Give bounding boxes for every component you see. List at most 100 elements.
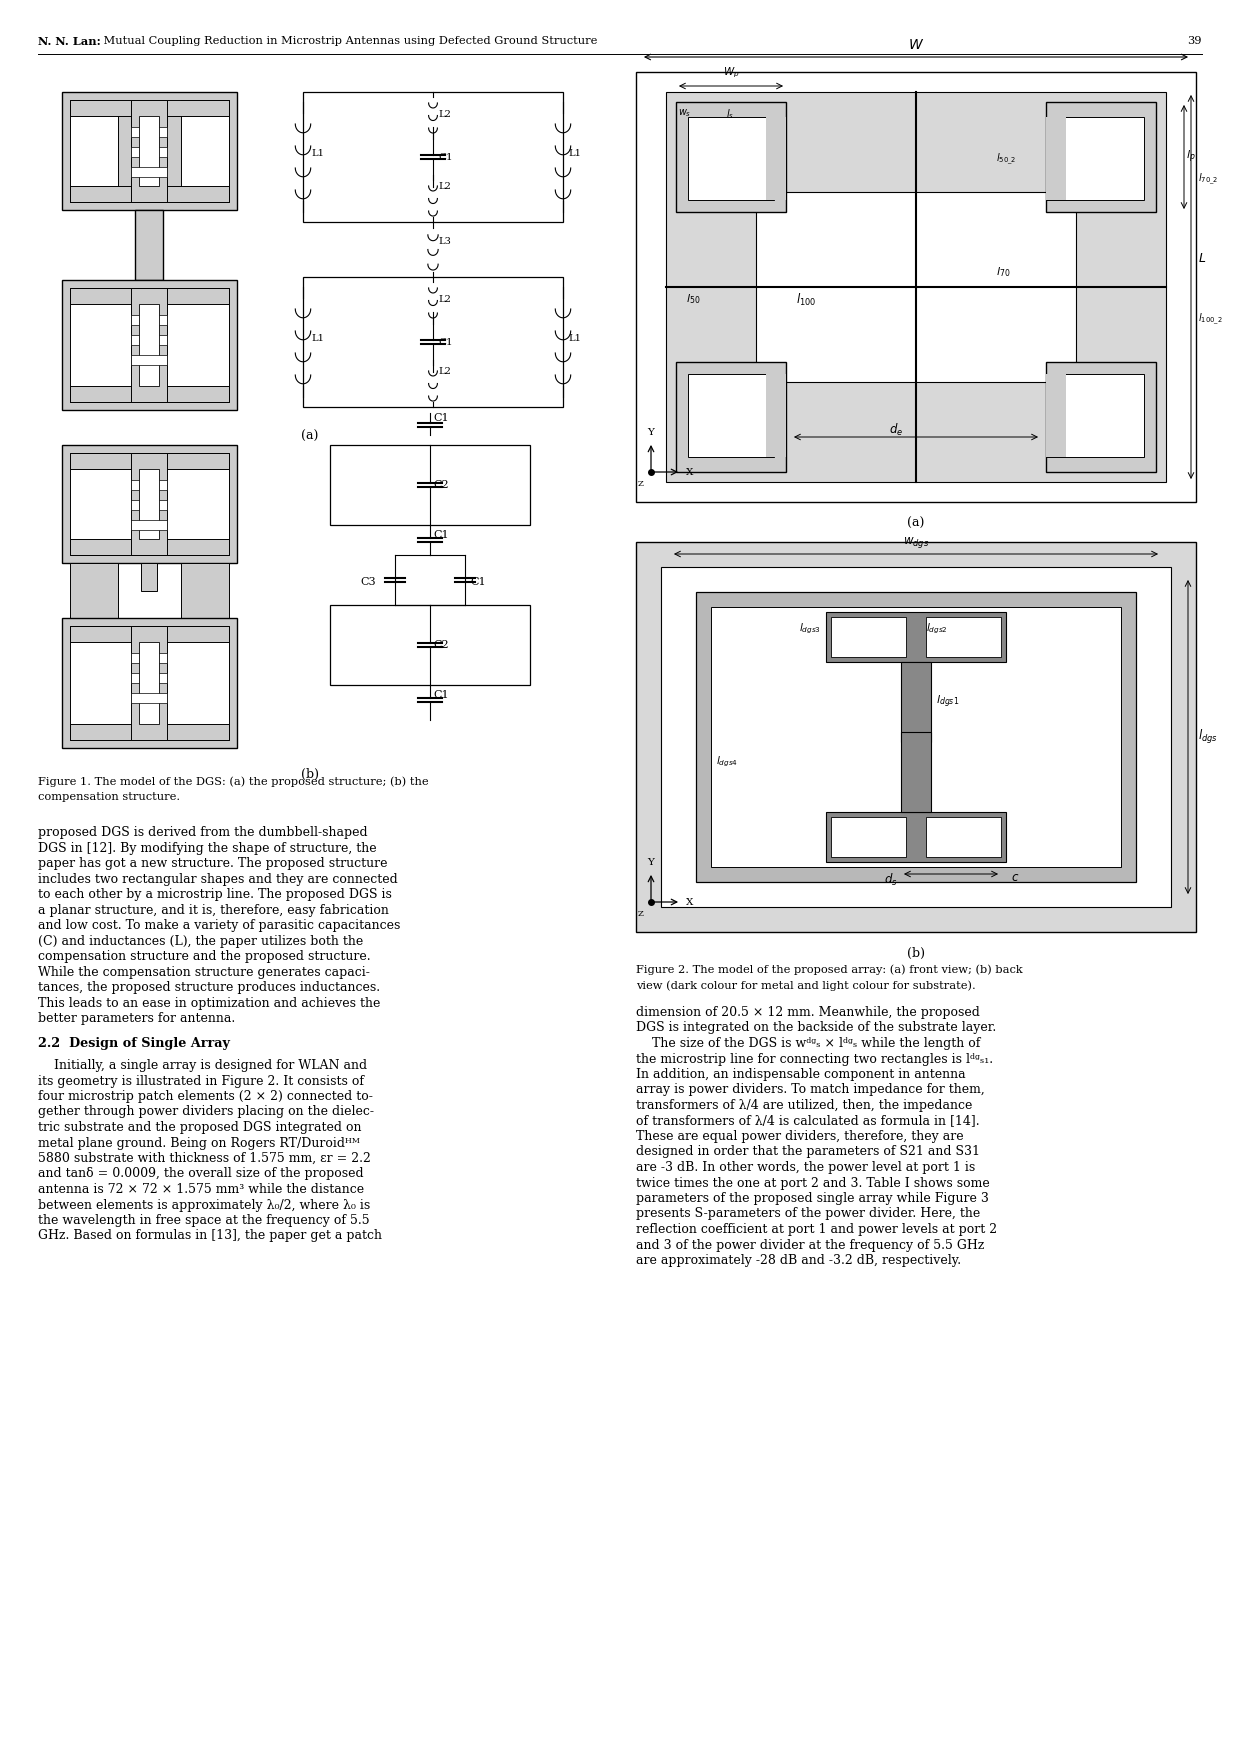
Bar (696, 593, 1136, 882)
Bar (831, 817, 906, 857)
Bar (69, 626, 229, 740)
Bar (131, 147, 139, 158)
Bar (131, 335, 139, 345)
Text: $l_p$: $l_p$ (1185, 149, 1195, 165)
Text: (C) and inductances (L), the paper utilizes both the: (C) and inductances (L), the paper utili… (38, 934, 363, 948)
Bar (139, 642, 159, 724)
Bar (131, 452, 167, 556)
Text: $l_{100\_2}$: $l_{100\_2}$ (1198, 312, 1223, 328)
Text: are approximately -28 dB and -3.2 dB, respectively.: are approximately -28 dB and -3.2 dB, re… (636, 1253, 961, 1267)
Bar (139, 303, 159, 386)
Text: the wavelength in free space at the frequency of 5.5: the wavelength in free space at the freq… (38, 1215, 370, 1227)
Text: C1: C1 (433, 529, 449, 540)
Text: L3: L3 (438, 237, 451, 245)
Bar (69, 386, 229, 401)
Text: the microstrip line for connecting two rectangles is lᵈᵍₛ₁.: the microstrip line for connecting two r… (636, 1052, 993, 1066)
Bar (159, 500, 167, 510)
Text: Y: Y (647, 857, 655, 868)
Text: metal plane ground. Being on Rogers RT/Duroidᴴᴹ: metal plane ground. Being on Rogers RT/D… (38, 1136, 360, 1150)
Bar (926, 617, 1001, 657)
Bar (69, 287, 229, 401)
Bar (330, 605, 529, 685)
Text: includes two rectangular shapes and they are connected: includes two rectangular shapes and they… (38, 873, 398, 885)
Text: tances, the proposed structure produces inductances.: tances, the proposed structure produces … (38, 982, 381, 994)
Text: $l_{dgs4}$: $l_{dgs4}$ (715, 756, 738, 770)
Text: C1: C1 (433, 691, 449, 699)
Bar (181, 563, 229, 619)
Text: Z: Z (637, 480, 644, 487)
Bar (69, 452, 229, 556)
Bar (826, 612, 1006, 663)
Text: $d_e$: $d_e$ (889, 422, 903, 438)
Bar (69, 452, 229, 470)
Bar (131, 500, 139, 510)
Bar (159, 335, 167, 345)
Bar (1047, 373, 1066, 458)
Bar (766, 373, 786, 458)
Text: This leads to an ease in optimization and achieves the: This leads to an ease in optimization an… (38, 996, 381, 1010)
Text: $l_{50\_2}$: $l_{50\_2}$ (996, 153, 1017, 167)
Bar (688, 117, 774, 200)
Text: tric substrate and the proposed DGS integrated on: tric substrate and the proposed DGS inte… (38, 1120, 362, 1134)
Text: L1: L1 (568, 335, 580, 344)
Bar (159, 147, 167, 158)
Text: $l_{70}$: $l_{70}$ (996, 265, 1011, 279)
Bar (926, 817, 1001, 857)
Text: C1: C1 (438, 338, 453, 347)
Text: Initially, a single array is designed for WLAN and: Initially, a single array is designed fo… (38, 1059, 367, 1073)
Text: 5880 substrate with thickness of 1.575 mm, εr = 2.2: 5880 substrate with thickness of 1.575 m… (38, 1152, 371, 1166)
Bar (826, 812, 1006, 862)
Bar (901, 733, 931, 812)
Bar (69, 287, 229, 303)
Text: (a): (a) (908, 517, 925, 529)
Text: These are equal power dividers, therefore, they are: These are equal power dividers, therefor… (636, 1131, 963, 1143)
Text: better parameters for antenna.: better parameters for antenna. (38, 1011, 236, 1026)
Text: between elements is approximately λ₀/2, where λ₀ is: between elements is approximately λ₀/2, … (38, 1199, 371, 1211)
Text: In addition, an indispensable component in antenna: In addition, an indispensable component … (636, 1068, 966, 1082)
Bar (711, 607, 1121, 868)
Bar (1047, 102, 1156, 212)
Text: (b): (b) (301, 768, 319, 782)
Bar (131, 100, 167, 202)
Text: N. N. Lan:: N. N. Lan: (38, 37, 100, 47)
Bar (1047, 117, 1066, 200)
Text: C1: C1 (438, 153, 453, 161)
Text: designed in order that the parameters of S21 and S31: designed in order that the parameters of… (636, 1145, 980, 1159)
Text: C3: C3 (360, 577, 376, 587)
Text: view (dark colour for metal and light colour for substrate).: view (dark colour for metal and light co… (636, 980, 976, 990)
Bar (62, 445, 237, 563)
Bar (159, 316, 167, 324)
Bar (303, 277, 563, 407)
Text: DGS is integrated on the backside of the substrate layer.: DGS is integrated on the backside of the… (636, 1022, 996, 1034)
Bar (69, 538, 229, 556)
Bar (159, 126, 167, 137)
Text: of transformers of λ/4 is calculated as formula in [14].: of transformers of λ/4 is calculated as … (636, 1115, 980, 1127)
Bar (1047, 363, 1156, 472)
Bar (159, 654, 167, 663)
Text: presents S-parameters of the power divider. Here, the: presents S-parameters of the power divid… (636, 1208, 981, 1220)
Text: a planar structure, and it is, therefore, easy fabrication: a planar structure, and it is, therefore… (38, 903, 389, 917)
Bar (688, 373, 774, 458)
Text: to each other by a microstrip line. The proposed DGS is: to each other by a microstrip line. The … (38, 889, 392, 901)
Text: DGS in [12]. By modifying the shape of structure, the: DGS in [12]. By modifying the shape of s… (38, 841, 377, 854)
Bar (661, 566, 1171, 906)
Text: L2: L2 (438, 295, 451, 303)
Text: are -3 dB. In other words, the power level at port 1 is: are -3 dB. In other words, the power lev… (636, 1160, 975, 1175)
Text: $l_{dgs1}$: $l_{dgs1}$ (936, 694, 960, 710)
Text: C2: C2 (433, 640, 449, 650)
Text: C1: C1 (433, 414, 449, 422)
Bar (62, 91, 237, 210)
Text: (a): (a) (301, 429, 319, 444)
Bar (69, 100, 118, 202)
Bar (69, 186, 229, 202)
Text: four microstrip patch elements (2 × 2) connected to-: four microstrip patch elements (2 × 2) c… (38, 1090, 373, 1103)
Text: C2: C2 (433, 480, 449, 491)
Bar (139, 116, 159, 186)
Bar (141, 563, 157, 591)
Text: L2: L2 (438, 182, 451, 191)
Bar (131, 673, 139, 684)
Text: L1: L1 (311, 335, 324, 344)
Text: parameters of the proposed single array while Figure 3: parameters of the proposed single array … (636, 1192, 988, 1204)
Text: $l_{70\_2}$: $l_{70\_2}$ (1198, 172, 1219, 188)
Bar (831, 617, 906, 657)
